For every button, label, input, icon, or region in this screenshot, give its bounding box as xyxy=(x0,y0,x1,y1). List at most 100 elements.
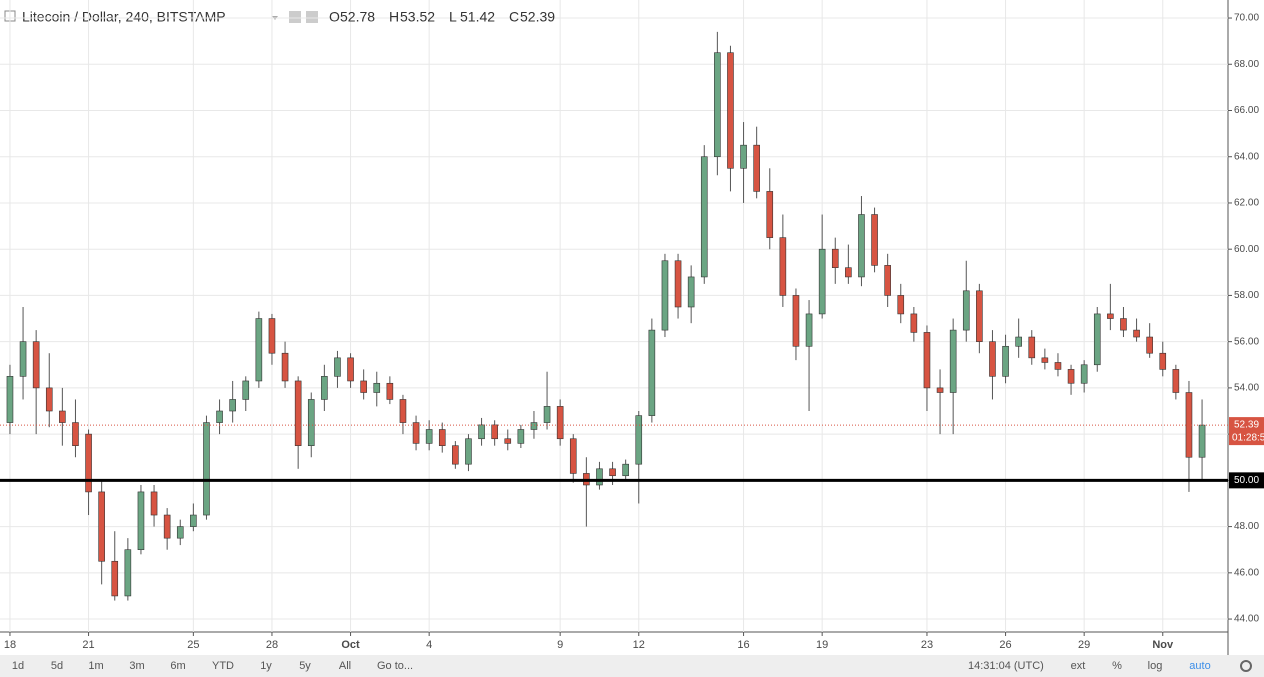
candle-body xyxy=(779,237,787,296)
candle-body xyxy=(399,399,407,423)
candle-body xyxy=(1198,424,1206,458)
candle-body xyxy=(360,380,367,393)
candle-body xyxy=(962,290,970,331)
ohlc-value: 51.42 xyxy=(460,9,495,25)
candle-body xyxy=(386,382,394,400)
candle-body xyxy=(556,406,564,440)
candle-body xyxy=(700,156,708,278)
ohlc-value: 52.39 xyxy=(520,9,555,25)
candle-body xyxy=(491,424,498,440)
candle-body xyxy=(1067,369,1075,384)
goto-button[interactable]: Go to... xyxy=(377,660,413,672)
candle-body xyxy=(831,248,839,268)
range-button[interactable]: 6m xyxy=(170,660,185,672)
settings-icon[interactable] xyxy=(306,11,318,23)
candle-body xyxy=(176,526,184,539)
x-tick-label: 19 xyxy=(816,639,828,651)
support-label: 50.00 xyxy=(1234,475,1259,486)
candle-body xyxy=(989,341,996,377)
y-tick-label: 64.00 xyxy=(1234,151,1259,162)
candle-body xyxy=(478,424,485,440)
range-button[interactable]: 1m xyxy=(88,660,103,672)
ohlc-key: O xyxy=(329,9,340,25)
candle-body xyxy=(1028,336,1036,359)
candle-body xyxy=(884,265,891,296)
scale-option[interactable]: log xyxy=(1148,660,1163,672)
candle-body xyxy=(753,144,760,192)
settings-icon[interactable] xyxy=(289,11,301,23)
candle-body xyxy=(229,399,236,412)
candle-body xyxy=(687,276,695,308)
candle-body xyxy=(1133,329,1140,338)
range-button[interactable]: 1d xyxy=(12,660,24,672)
y-tick-label: 62.00 xyxy=(1234,198,1259,209)
x-tick-label: 26 xyxy=(999,639,1011,651)
candle-body xyxy=(281,352,289,382)
candle-body xyxy=(1093,313,1101,366)
candle-body xyxy=(596,468,603,486)
scale-option[interactable]: auto xyxy=(1189,660,1210,672)
range-button[interactable]: YTD xyxy=(212,660,234,672)
candle-body xyxy=(190,514,197,527)
x-tick-label: 23 xyxy=(921,639,933,651)
candle-body xyxy=(98,491,105,562)
x-tick-label: 18 xyxy=(4,639,16,651)
y-tick-label: 48.00 xyxy=(1234,521,1259,532)
y-tick-label: 66.00 xyxy=(1234,105,1259,116)
candle-body xyxy=(111,560,119,597)
candle-body xyxy=(976,290,983,342)
candle-body xyxy=(124,549,132,597)
candle-body xyxy=(936,387,944,393)
ohlc-key: H xyxy=(389,9,399,25)
x-tick-label: 28 xyxy=(266,639,278,651)
candle-body xyxy=(858,214,865,278)
candle-body xyxy=(307,399,315,446)
range-button[interactable]: 1y xyxy=(260,660,272,672)
scale-option[interactable]: % xyxy=(1112,660,1122,672)
x-tick-label: Nov xyxy=(1152,639,1174,651)
y-tick-label: 70.00 xyxy=(1234,13,1259,24)
y-tick-label: 46.00 xyxy=(1234,567,1259,578)
last-price-bg xyxy=(1229,417,1264,446)
x-tick-label: 12 xyxy=(633,639,645,651)
candle-body xyxy=(347,357,354,382)
range-button[interactable]: 5y xyxy=(299,660,311,672)
candle-body xyxy=(1107,313,1114,319)
candle-body xyxy=(321,376,328,400)
clock: 14:31:04 (UTC) xyxy=(968,660,1044,672)
y-tick-label: 60.00 xyxy=(1234,244,1259,255)
candle-body xyxy=(412,422,420,444)
range-button[interactable]: 5d xyxy=(51,660,63,672)
candle-body xyxy=(1041,357,1049,363)
candle-body xyxy=(242,380,250,400)
candle-body xyxy=(203,422,210,516)
candle-body xyxy=(622,463,629,477)
x-tick-label: Oct xyxy=(341,639,360,651)
gear-icon[interactable] xyxy=(1240,660,1252,672)
candle-body xyxy=(425,429,433,444)
candle-body xyxy=(465,438,472,465)
candle-body xyxy=(792,295,800,347)
candle-body xyxy=(1146,336,1153,354)
candle-body xyxy=(766,191,774,238)
chart-title: Litecoin / Dollar, 240, BITSTAMP xyxy=(22,9,226,25)
candle-body xyxy=(59,410,66,423)
candle-body xyxy=(923,332,931,389)
candle-body xyxy=(569,438,577,474)
candle-body xyxy=(1159,352,1167,370)
candle-body xyxy=(609,468,616,477)
candle-body xyxy=(1172,369,1180,393)
x-tick-label: 25 xyxy=(187,639,199,651)
candle-body xyxy=(648,329,656,416)
candle-body xyxy=(740,144,747,169)
candle-body xyxy=(1054,362,1062,370)
toolbar-bg xyxy=(0,655,1264,677)
candle-body xyxy=(268,318,276,354)
range-button[interactable]: 3m xyxy=(129,660,144,672)
candle-body xyxy=(1080,364,1088,384)
x-tick-label: 21 xyxy=(82,639,94,651)
range-button[interactable]: All xyxy=(339,660,351,672)
scale-option[interactable]: ext xyxy=(1071,660,1086,672)
candle-body xyxy=(72,422,79,446)
